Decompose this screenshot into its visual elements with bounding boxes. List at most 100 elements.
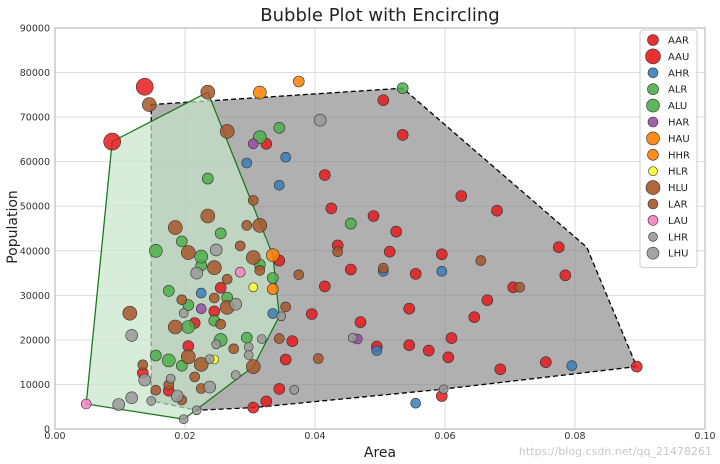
bubble-lar <box>273 333 285 344</box>
x-tick-label: 0.08 <box>564 431 585 442</box>
watermark: https://blog.csdn.net/qq_21478261 <box>519 445 712 458</box>
bubble-aar <box>344 263 357 276</box>
bubble-hlu <box>200 84 216 100</box>
bubble-lhr <box>178 308 189 319</box>
legend-marker-lar <box>647 198 659 210</box>
bubble-aau <box>103 132 121 151</box>
bubble-hlu <box>181 245 196 260</box>
legend-marker-alu <box>646 98 660 113</box>
bubble-lhu <box>209 243 223 257</box>
legend-label-har: HAR <box>668 118 689 129</box>
y-tick-label: 70000 <box>20 113 50 124</box>
legend-marker-ahr <box>647 67 659 79</box>
bubble-ahr <box>241 157 253 169</box>
bubble-aar <box>354 316 367 328</box>
bubble-hlr <box>248 282 259 293</box>
legend-marker-alr <box>647 83 659 95</box>
legend-label-alu: ALU <box>668 101 687 112</box>
x-tick-label: 0.02 <box>174 431 195 442</box>
bubble-lhr <box>438 384 449 395</box>
bubble-hlu <box>252 218 268 233</box>
bubble-aar <box>455 190 468 202</box>
bubble-aar <box>445 332 458 344</box>
bubble-aar <box>286 335 299 348</box>
bubble-aar <box>491 204 503 217</box>
bubble-aar <box>390 225 403 238</box>
x-tick-label: 0.06 <box>434 431 455 442</box>
bubble-lar <box>312 353 324 364</box>
bubble-lhr <box>243 342 254 352</box>
bubble-lhu <box>229 297 242 311</box>
bubble-alu <box>181 320 196 334</box>
bubble-aar <box>305 308 318 320</box>
bubble-lau <box>234 266 246 278</box>
x-tick-label: 0.00 <box>44 431 65 442</box>
bubble-aar <box>630 360 643 373</box>
bubble-lhr <box>230 370 241 380</box>
y-tick-label: 20000 <box>20 335 50 346</box>
bubble-lar <box>280 301 292 313</box>
bubble-hlu <box>168 319 183 335</box>
legend-label-aar: AAR <box>668 36 689 47</box>
bubble-lhu <box>125 329 138 342</box>
legend-label-hlu: HLU <box>668 183 688 194</box>
bubble-hau <box>252 85 267 100</box>
bubble-hlu <box>246 359 261 374</box>
bubble-hhr <box>266 283 279 295</box>
bubble-lhr <box>165 373 176 384</box>
y-tick-label: 0 <box>44 425 50 436</box>
bubble-lhu <box>138 373 151 387</box>
bubble-ahr <box>280 151 292 163</box>
bubble-aar <box>279 353 292 366</box>
legend-label-lhu: LHU <box>668 249 688 260</box>
bubble-alr <box>163 285 175 297</box>
legend-label-alr: ALR <box>668 85 687 96</box>
bubble-lar <box>293 269 305 281</box>
bubble-alu <box>149 244 163 258</box>
bubble-lhr <box>347 332 358 343</box>
bubble-hlu <box>246 250 261 265</box>
y-tick-label: 80000 <box>20 68 50 79</box>
bubble-lar <box>209 292 220 304</box>
bubble-aar <box>396 129 409 141</box>
bubble-aar <box>403 302 416 315</box>
legend-marker-hhr <box>647 149 659 161</box>
bubble-aar <box>367 210 380 222</box>
legend-marker-lau <box>647 215 659 226</box>
bubble-lar <box>221 273 233 285</box>
bubble-lar <box>332 246 344 257</box>
x-tick-label: 0.10 <box>694 431 715 442</box>
bubble-ahr <box>273 180 285 191</box>
bubble-lar <box>241 220 253 231</box>
bubble-lhu <box>203 380 216 394</box>
y-axis-label: Population <box>5 190 21 264</box>
bubble-alu <box>194 249 208 264</box>
legend-marker-hlu <box>645 180 661 195</box>
bubble-hau <box>265 248 280 262</box>
bubble-alr <box>273 122 286 134</box>
bubble-aar <box>468 311 481 324</box>
bubble-alr <box>396 82 409 94</box>
legend-label-lhr: LHR <box>668 232 688 243</box>
y-tick-label: 60000 <box>20 157 50 168</box>
bubble-aar <box>539 356 552 369</box>
bubble-hlu <box>181 349 196 365</box>
legend-label-ahr: AHR <box>668 68 689 79</box>
bubble-alr <box>214 227 227 240</box>
bubble-lhu <box>112 398 125 411</box>
legend-marker-hlr <box>648 166 658 176</box>
bubble-aar <box>273 383 286 395</box>
bubble-aar <box>494 363 507 376</box>
bubble-aar <box>260 395 273 408</box>
bubble-aar <box>214 281 227 294</box>
plot-frame <box>54 27 706 430</box>
y-tick-label: 90000 <box>20 24 50 35</box>
legend-label-lau: LAU <box>668 216 688 227</box>
bubble-ahr <box>566 360 578 372</box>
bubble-lhr <box>178 414 189 425</box>
bubble-aar <box>481 294 494 307</box>
bubble-lar <box>189 371 200 383</box>
legend-marker-aau <box>645 48 661 65</box>
